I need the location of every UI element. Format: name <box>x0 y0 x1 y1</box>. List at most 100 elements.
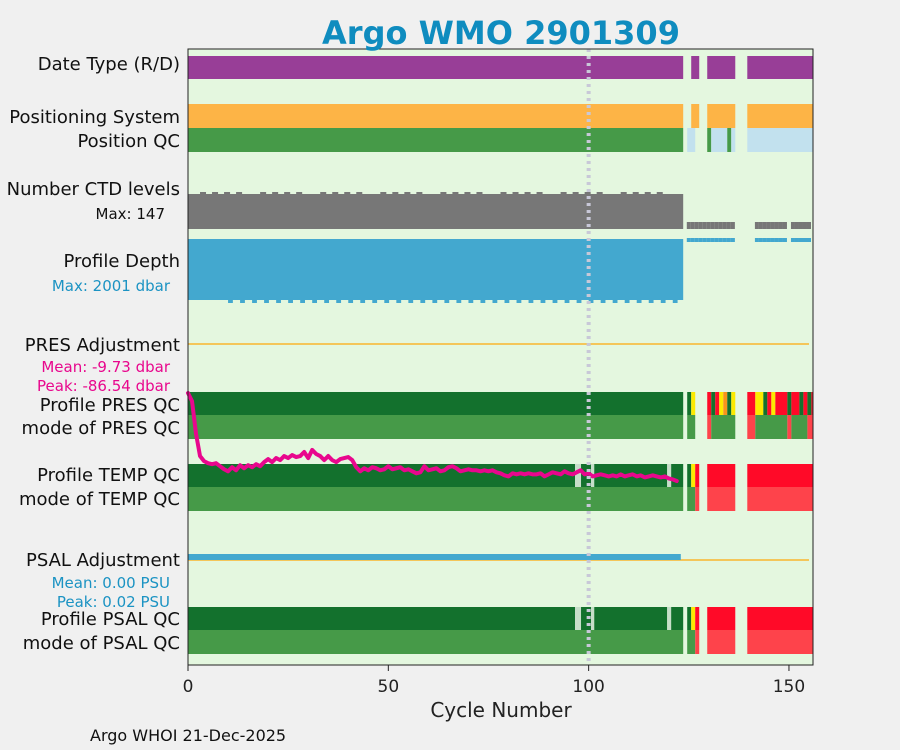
pres-adjustment-trace <box>186 391 679 483</box>
profile-depth-bar-cycle-130 <box>706 238 711 242</box>
temp-qc-segment-6 <box>671 464 684 487</box>
ctd-levels-bar-cycle-135 <box>726 222 731 229</box>
profile-depth-edge-61 <box>432 300 438 303</box>
ctd-levels-edge-72 <box>476 192 483 194</box>
ctd-levels-edge-12 <box>236 192 243 194</box>
ctd-levels-edge-69 <box>464 192 471 194</box>
profile-depth-bar-cycle-142 <box>754 238 759 242</box>
profile-depth-edge-28 <box>300 300 305 303</box>
ctd-levels-bar-cycle-136 <box>730 222 735 229</box>
pres-qc-segment-20 <box>807 392 812 415</box>
ctd-levels-edge-108 <box>620 192 627 194</box>
profile-depth-bar-cycle-134 <box>722 238 727 242</box>
ctd-levels-edge-99 <box>584 192 591 194</box>
psal-qc-segment-9 <box>695 607 700 630</box>
profile-depth-max: Max: 2001 dbar <box>52 277 171 295</box>
ctd-levels-bar-cycle-149 <box>782 222 787 229</box>
ctd-levels-bar-cycle-134 <box>722 222 727 229</box>
ctd-levels-bar-cycle-153 <box>798 222 803 229</box>
ctd-levels-edge-21 <box>272 192 279 194</box>
x-tick-label-0: 0 <box>183 677 194 697</box>
temp-qc-segment-5 <box>667 464 672 487</box>
ctd-levels-bar-cycle-145 <box>766 222 771 229</box>
psal-mode-segment-3 <box>707 630 736 654</box>
row-label-profile-temp-qc: Profile TEMP QC <box>37 465 180 486</box>
ctd-levels-bar-0 <box>188 194 684 229</box>
profile-depth-edge-82 <box>516 300 522 303</box>
pres-qc-segment-1 <box>687 392 692 415</box>
pres-qc-segment-14 <box>771 392 776 415</box>
pres-qc-segment-5 <box>715 392 720 415</box>
profile-depth-edge-97 <box>576 300 582 303</box>
profile-depth-edge-85 <box>528 300 534 303</box>
profile-depth-bar-cycle-155 <box>806 238 811 242</box>
profile-depth-edge-121 <box>672 300 678 303</box>
psal-qc-segment-0 <box>188 607 576 630</box>
profile-depth-edge-94 <box>564 300 570 303</box>
pres-qc-segment-12 <box>763 392 768 415</box>
profile-depth-bar-0 <box>188 239 684 300</box>
psal-mode-segment-1 <box>687 630 696 654</box>
temp-qc-segment-1 <box>575 464 582 487</box>
position-qc-segment-0 <box>188 128 684 152</box>
profile-depth-bar-cycle-148 <box>778 238 783 242</box>
profile-depth-edge-13 <box>240 300 245 303</box>
ctd-levels-bar-cycle-151 <box>790 222 795 229</box>
ctd-levels-bar-cycle-130 <box>706 222 711 229</box>
pres-qc-segment-13 <box>767 392 772 415</box>
ctd-levels-edge-81 <box>512 192 519 194</box>
ctd-levels-bar-cycle-144 <box>762 222 767 229</box>
profile-depth-edge-58 <box>420 300 426 303</box>
profile-depth-bar-cycle-133 <box>718 238 723 242</box>
pres-qc-segment-11 <box>755 392 764 415</box>
pres-mode-segment-5 <box>755 415 788 439</box>
row-label-positioning-system: Positioning System <box>9 107 180 128</box>
profile-depth-bar-cycle-128 <box>698 238 703 242</box>
ctd-levels-edge-114 <box>644 192 651 194</box>
profile-depth-edge-49 <box>384 300 390 303</box>
pres-qc-segment-17 <box>791 392 800 415</box>
chart-title: Argo WMO 2901309 <box>322 14 680 52</box>
psal-qc-segment-10 <box>707 607 736 630</box>
positioning-segment-3 <box>747 104 813 128</box>
ctd-levels-edge-57 <box>416 192 423 194</box>
ctd-levels-bar-cycle-154 <box>802 222 807 229</box>
pres-qc-segment-16 <box>787 392 792 415</box>
profile-depth-bar-cycle-136 <box>730 238 735 242</box>
ctd-levels-bar-cycle-125 <box>686 222 691 229</box>
x-tick-label-100: 100 <box>572 677 604 697</box>
ctd-levels-bar-cycle-132 <box>714 222 719 229</box>
profile-depth-edge-16 <box>252 300 257 303</box>
temp-qc-segment-9 <box>695 464 700 487</box>
row-label-ctd-levels: Number CTD levels <box>7 179 180 200</box>
pres-qc-segment-9 <box>731 392 736 415</box>
profile-depth-edge-31 <box>312 300 318 303</box>
positioning-segment-0 <box>188 104 684 128</box>
profile-depth-edge-76 <box>492 300 498 303</box>
pres-qc-segment-21 <box>811 392 813 415</box>
profile-depth-edge-79 <box>504 300 510 303</box>
psal-mode-segment-2 <box>695 630 700 654</box>
pres-adjustment-mean: Mean: -9.73 dbar <box>41 358 171 376</box>
row-label-pres-adjustment: PRES Adjustment <box>25 335 180 356</box>
pres-mode-segment-7 <box>791 415 808 439</box>
profile-depth-bar-cycle-127 <box>694 238 699 242</box>
pres-mode-segment-1 <box>687 415 696 439</box>
ctd-levels-edge-117 <box>656 192 663 194</box>
ctd-levels-edge-36 <box>332 192 339 194</box>
position-qc-segment-4 <box>727 128 732 152</box>
ctd-levels-bar-cycle-126 <box>690 222 695 229</box>
temp-mode-segment-4 <box>747 487 813 511</box>
ctd-levels-edge-18 <box>260 192 267 194</box>
ctd-levels-edge-84 <box>524 192 531 194</box>
x-tick-label-50: 50 <box>378 677 400 697</box>
profile-depth-bar-cycle-151 <box>790 238 795 242</box>
ctd-levels-edge-24 <box>284 192 291 194</box>
profile-depth-bar-cycle-126 <box>690 238 695 242</box>
data-marks <box>186 56 813 654</box>
pres-adjustment-peak: Peak: -86.54 dbar <box>37 377 171 395</box>
profile-depth-edge-25 <box>288 300 293 303</box>
pres-mode-segment-3 <box>711 415 736 439</box>
temp-qc-segment-11 <box>747 464 813 487</box>
psal-qc-segment-7 <box>687 607 692 630</box>
